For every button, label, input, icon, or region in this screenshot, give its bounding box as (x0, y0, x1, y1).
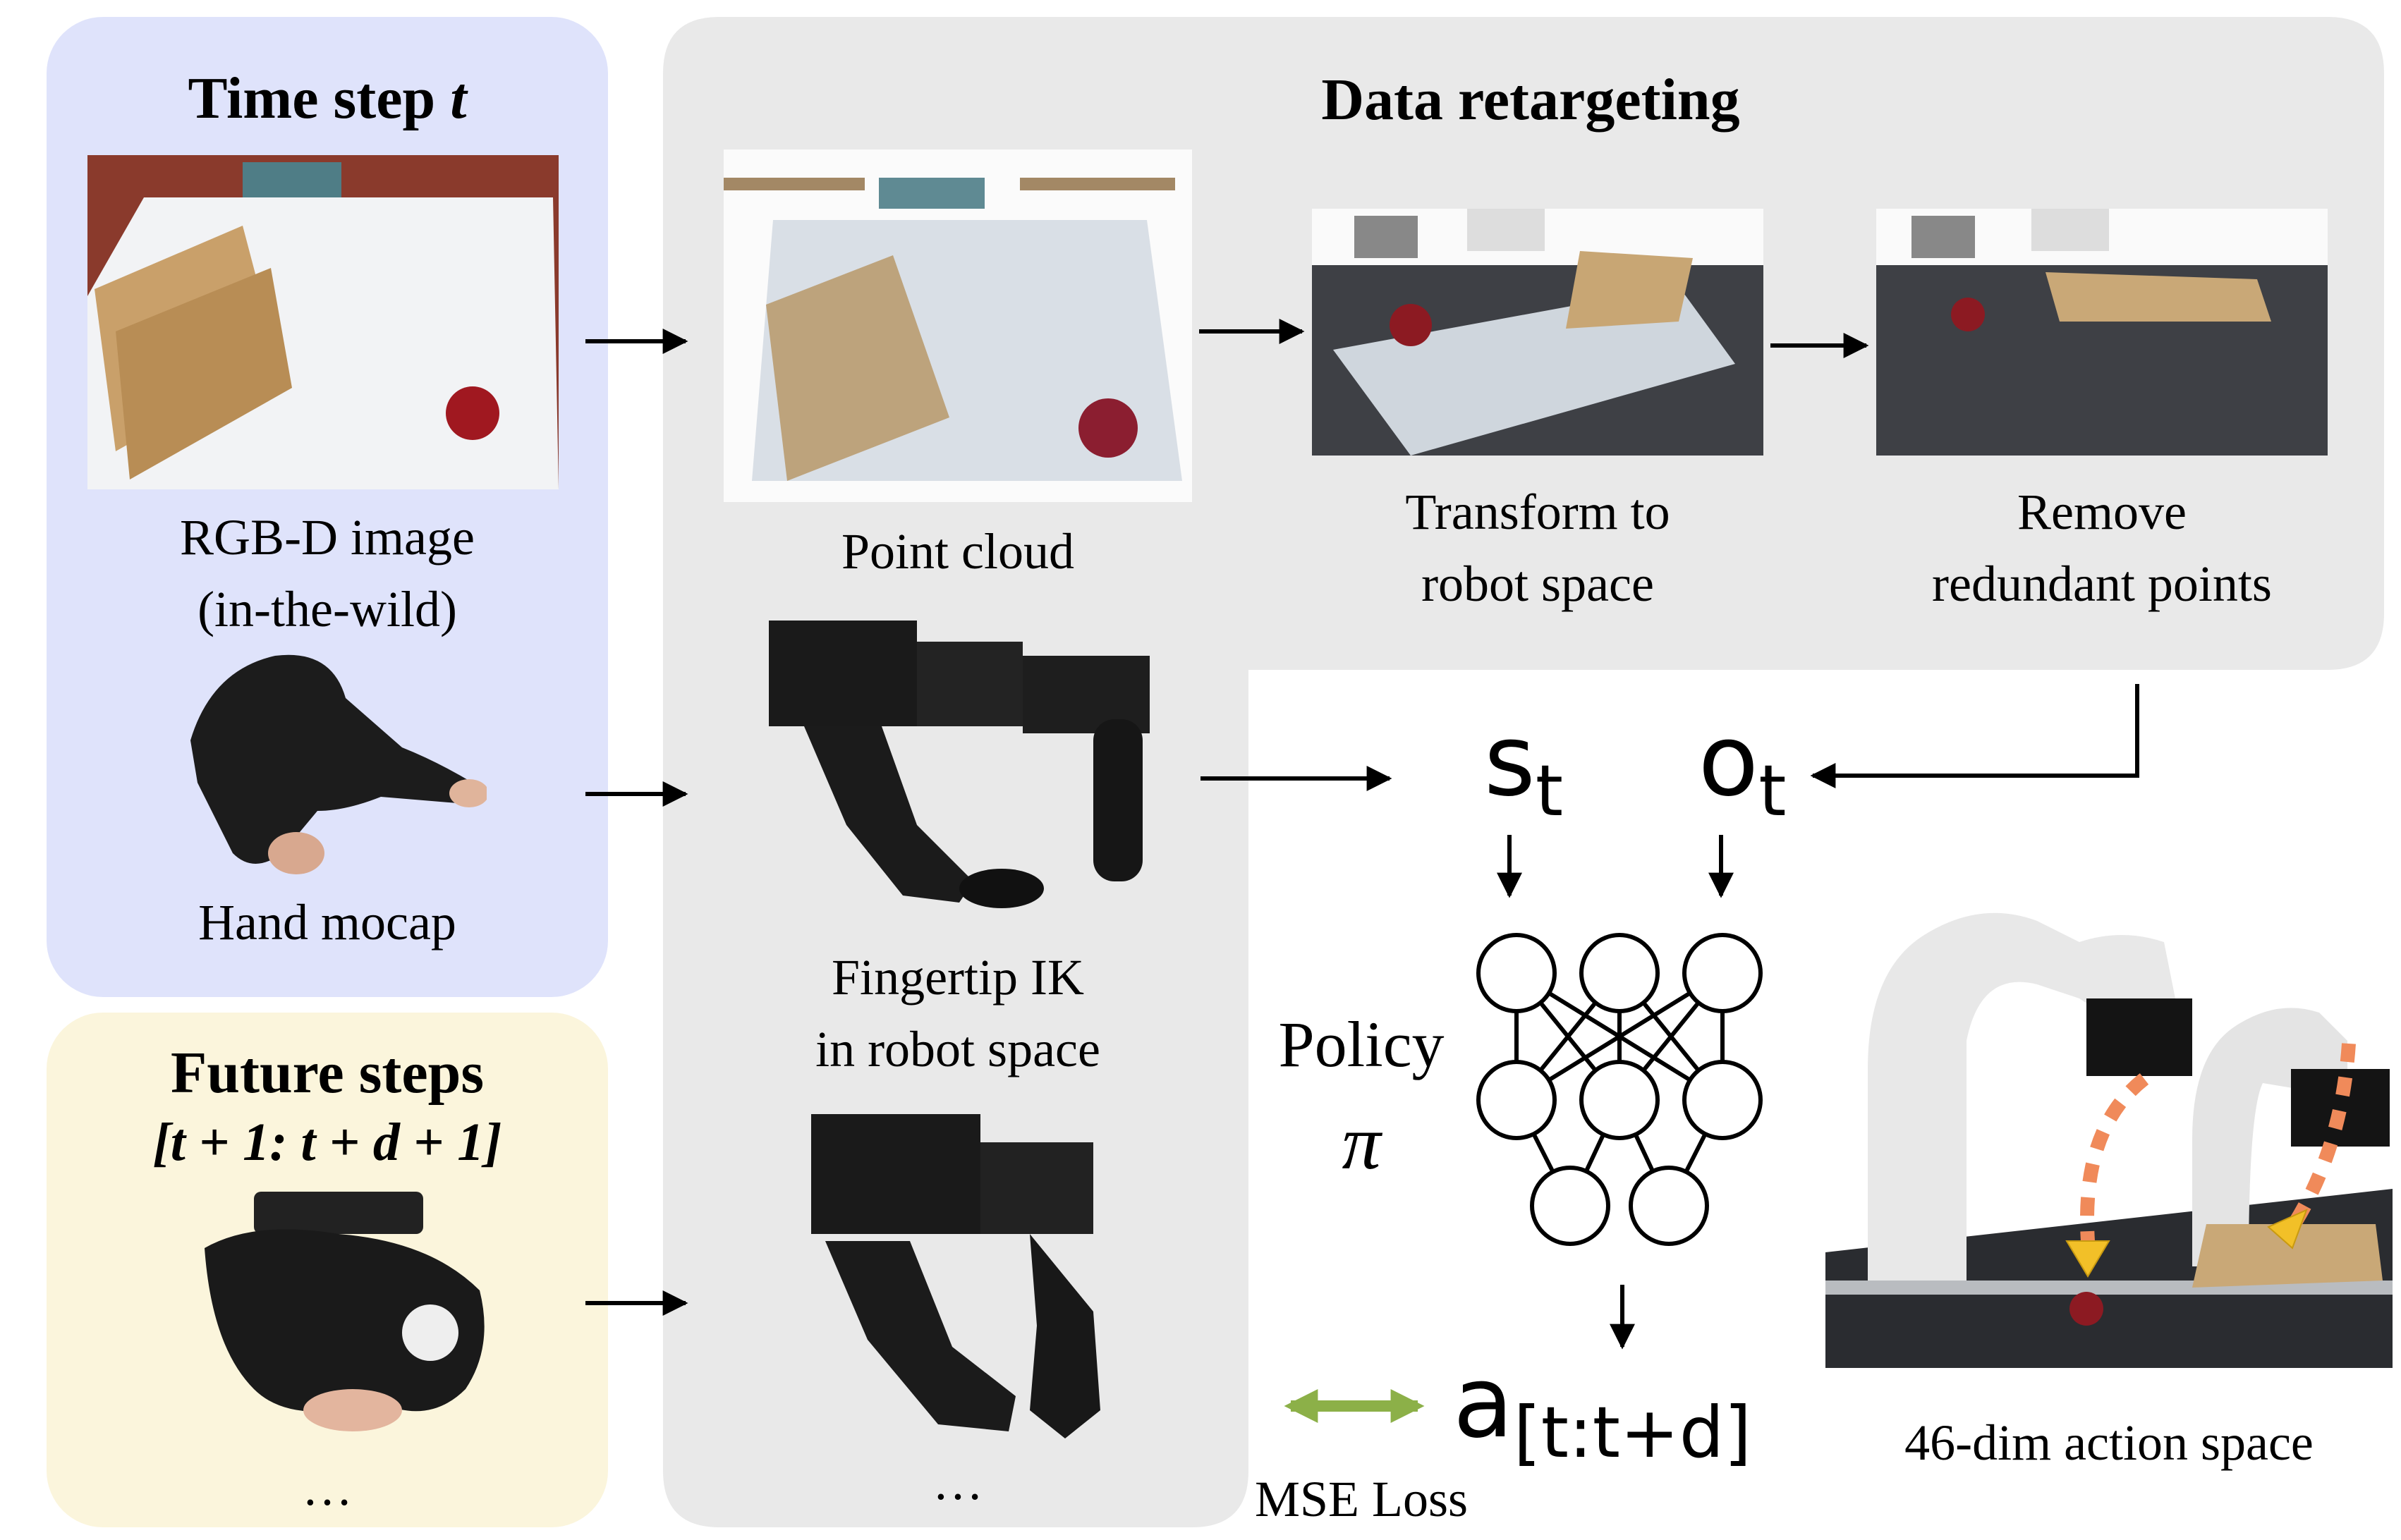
rgbd-label-line2: (in-the-wild) (197, 581, 457, 637)
policy-word: Policy (1278, 1008, 1445, 1080)
trajectory-head-left (2065, 1240, 2110, 1278)
time-step-title: Time step t (188, 66, 467, 131)
rgbd-scene-image (87, 155, 559, 489)
action-symbol: a[t:t+d] (1453, 1345, 1752, 1474)
remove-label-line2: redundant points (1932, 556, 2272, 612)
data-retargeting-title: Data retargeting (1321, 67, 1740, 133)
hand-mocap-label: Hand mocap (198, 894, 456, 951)
arrow-remove-to-observation (1810, 684, 2139, 788)
rgbd-label-line1: RGB-D image (180, 509, 475, 566)
action-space-label: 46-dim action space (1904, 1414, 2314, 1471)
robot-hand-pinch-image (797, 1114, 1192, 1446)
policy-symbol: π (1342, 1099, 1381, 1185)
remove-label-line1: Remove (2017, 484, 2187, 540)
observation-symbol: ot (1698, 704, 1787, 833)
hand-glove-image (169, 642, 487, 881)
trajectory-head-right (2267, 1209, 2308, 1249)
point-cloud-label: Point cloud (841, 523, 1074, 580)
fingertip-label-line1: Fingertip IK (832, 949, 1084, 1006)
dual-robot-arms-image (1825, 857, 2393, 1368)
fingertip-label-line2: in robot space (815, 1021, 1100, 1077)
policy-network (1476, 933, 1763, 1246)
robot-ellipsis: … (932, 1454, 983, 1510)
trajectory-arcs (2080, 1043, 2356, 1242)
mse-loss-label: MSE Loss (1254, 1471, 1469, 1527)
hand-pinch-image (197, 1192, 494, 1446)
point-cloud-image (724, 149, 1192, 502)
transform-label-line1: Transform to (1405, 484, 1670, 540)
future-ellipsis: … (302, 1460, 353, 1516)
future-steps-title: Future steps (170, 1040, 485, 1106)
state-symbol: st (1483, 704, 1564, 833)
transform-label-line2: robot space (1421, 556, 1654, 612)
future-steps-range: [t + 1: t + d + 1] (152, 1113, 502, 1172)
robot-hand-image (762, 613, 1185, 924)
robot-space-cloud-image (1312, 209, 1763, 456)
filtered-cloud-image (1876, 209, 2328, 456)
